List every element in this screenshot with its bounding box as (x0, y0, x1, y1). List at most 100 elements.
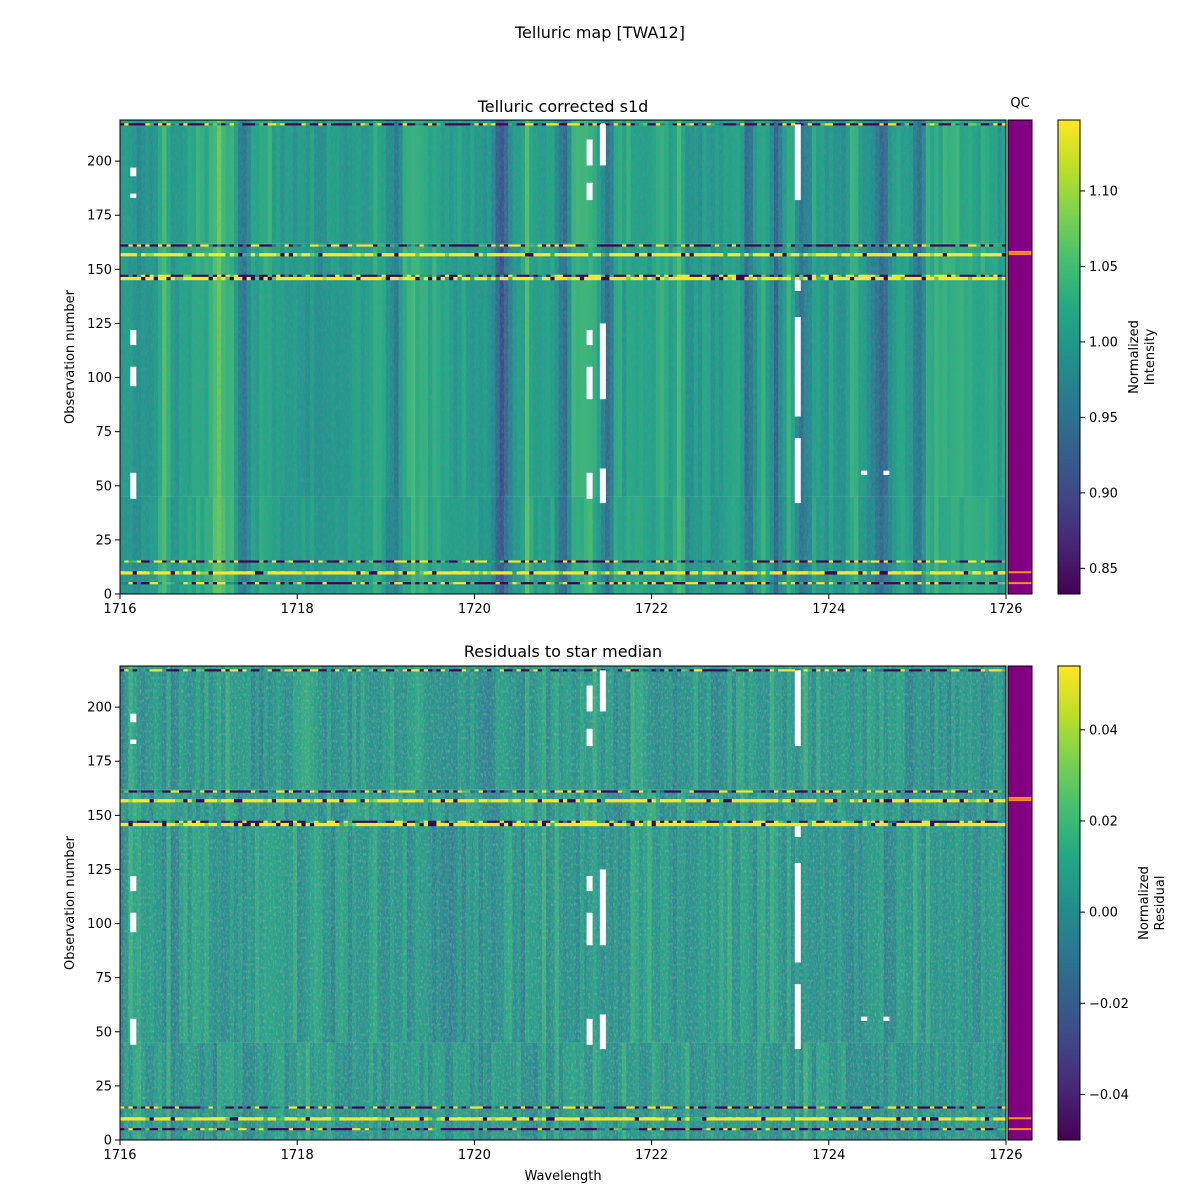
noisy-row-cell (955, 274, 960, 277)
noisy-row-cell (921, 123, 927, 126)
noisy-row-cell (600, 274, 606, 277)
noisy-row-cell (719, 274, 724, 277)
noisy-row-cell (980, 820, 986, 823)
saturated-row-cell (221, 276, 226, 281)
noisy-row-cell (191, 582, 197, 585)
saturated-row-cell (343, 799, 349, 803)
noisy-row-cell (204, 1106, 209, 1109)
noisy-row-cell (668, 790, 674, 793)
noisy-row-cell (946, 582, 952, 585)
noisy-row-cell (457, 790, 463, 793)
noisy-row-cell (259, 244, 264, 247)
noisy-row-cell (710, 123, 716, 126)
noisy-row-cell (284, 1106, 290, 1109)
noisy-row-cell (934, 790, 939, 793)
saturated-row-cell (845, 571, 851, 575)
noisy-row-cell (212, 820, 218, 823)
noisy-row-cell (402, 1106, 408, 1109)
noisy-row-cell (394, 560, 399, 563)
noisy-row-cell (482, 1106, 488, 1109)
noisy-row-cell (655, 123, 661, 126)
saturated-row-cell (866, 253, 872, 257)
noisy-row-cell (660, 582, 665, 585)
noisy-row-cell (411, 790, 416, 793)
noisy-row-cell (225, 820, 231, 823)
noisy-row-cell (778, 274, 783, 277)
noisy-row-cell (617, 820, 623, 823)
noisy-row-cell (153, 560, 159, 563)
saturated-row-cell (875, 253, 880, 257)
saturated-row-cell (676, 571, 682, 575)
noisy-row-cell (335, 790, 340, 793)
saturated-row-cell (276, 799, 281, 803)
noisy-row-cell (162, 1128, 167, 1131)
noisy-row-cell (364, 669, 370, 672)
noisy-row-cell (343, 274, 349, 277)
noisy-row-cell (347, 669, 353, 672)
saturated-row-cell (946, 276, 952, 281)
saturated-row-cell (390, 253, 395, 257)
noisy-row-cell (516, 790, 522, 793)
noisy-row-cell (752, 560, 758, 563)
saturated-row-cell (862, 571, 868, 575)
noisy-row-cell (440, 123, 446, 126)
saturated-row-cell (487, 276, 492, 281)
noisy-row-cell (465, 244, 471, 247)
noisy-row-cell (900, 274, 906, 277)
noisy-row-cell (735, 1106, 741, 1109)
noisy-row-cell (225, 1128, 231, 1131)
noisy-row-cell (647, 123, 652, 126)
noisy-row-cell (563, 820, 568, 823)
noisy-row-cell (288, 820, 294, 823)
noisy-row-cell (292, 1128, 298, 1131)
noisy-row-cell (478, 582, 484, 585)
noisy-row-cell (157, 1128, 163, 1131)
noisy-row-cell (719, 244, 724, 247)
noisy-row-cell (339, 820, 345, 823)
noisy-row-cell (803, 274, 809, 277)
noisy-row-cell (761, 669, 766, 672)
noisy-row-cell (980, 582, 986, 585)
noisy-row-cell (212, 1128, 218, 1131)
noisy-row-cell (377, 820, 382, 823)
saturated-row-cell (596, 253, 602, 257)
noisy-row-cell (145, 560, 150, 563)
saturated-row-cell (892, 276, 897, 281)
noisy-row-cell (989, 244, 994, 247)
noisy-row-cell (963, 244, 969, 247)
noisy-row-cell (360, 123, 366, 126)
noisy-row-cell (723, 582, 728, 585)
saturated-row-cell (972, 571, 977, 575)
noisy-row-cell (934, 244, 939, 247)
noisy-row-cell (141, 1106, 146, 1109)
saturated-row-cell (719, 253, 724, 257)
noisy-row-cell (432, 123, 437, 126)
noisy-row-cell (757, 820, 762, 823)
noisy-row-cell (411, 669, 416, 672)
noisy-row-cell (605, 669, 610, 672)
saturated-row-cell (972, 276, 977, 281)
noisy-row-cell (343, 790, 349, 793)
noisy-row-cell (584, 1128, 589, 1131)
noisy-row-cell (845, 1128, 851, 1131)
noisy-row-cell (314, 790, 319, 793)
noisy-row-cell (208, 820, 214, 823)
saturated-row-cell (685, 571, 690, 575)
noisy-row-cell (689, 582, 695, 585)
noisy-row-cell (373, 560, 378, 563)
noisy-row-cell (811, 560, 817, 563)
saturated-row-cell (390, 571, 395, 575)
saturated-row-cell (913, 571, 918, 575)
noisy-row-cell (622, 1128, 627, 1131)
noisy-row-cell (719, 560, 724, 563)
noisy-row-cell (132, 560, 138, 563)
noisy-row-cell (862, 244, 868, 247)
noisy-row-cell (870, 123, 876, 126)
noisy-row-cell (976, 790, 982, 793)
noisy-row-cell (795, 669, 800, 672)
saturated-row-cell (415, 799, 420, 803)
saturated-row-cell (470, 253, 475, 257)
noisy-row-cell (584, 274, 589, 277)
noisy-row-cell (849, 790, 855, 793)
saturated-row-cell (436, 571, 442, 575)
